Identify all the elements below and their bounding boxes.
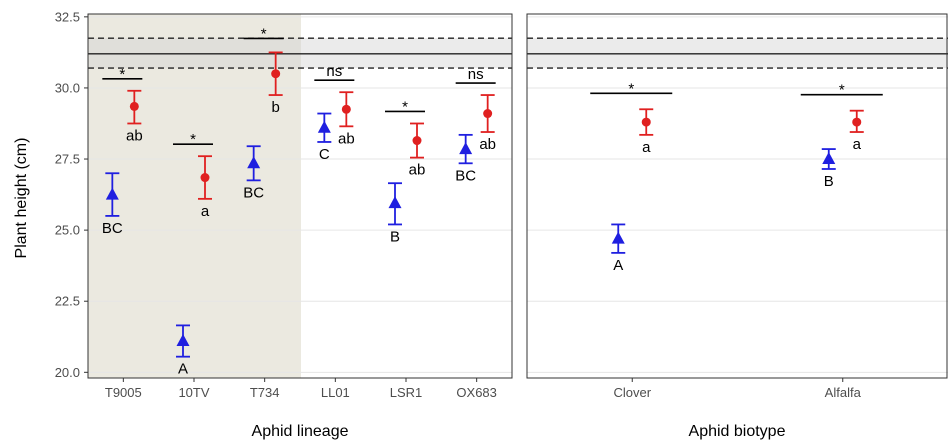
y-tick-label: 25.0	[55, 223, 80, 238]
series-triangle: AB	[611, 148, 836, 274]
data-point	[412, 136, 422, 146]
significance-label: *	[839, 82, 845, 99]
letter-label: ab	[126, 127, 143, 144]
letter-label: ab	[338, 130, 355, 147]
panel-background	[527, 16, 948, 373]
data-point	[822, 152, 836, 165]
control-band	[88, 38, 512, 69]
y-axis-title: Plant height (cm)	[13, 138, 30, 259]
data-point	[247, 156, 261, 169]
y-tick-label: 20.0	[55, 365, 80, 380]
x-tick-label: Alfalfa	[825, 385, 862, 400]
significance-label: *	[119, 66, 125, 83]
x-tick-label: OX683	[456, 385, 496, 400]
panel-border	[87, 13, 513, 379]
data-point	[459, 142, 473, 155]
x-tick-label: Clover	[613, 385, 651, 400]
y-tick-label: 27.5	[55, 152, 80, 167]
letter-label: C	[319, 146, 330, 163]
panel-background	[88, 14, 512, 378]
letter-label: a	[201, 203, 210, 220]
data-point	[105, 187, 119, 200]
x-axis-title-biotype: Aphid biotype	[689, 423, 786, 440]
data-point	[317, 120, 331, 133]
data-point	[200, 173, 210, 183]
shaded-region	[88, 14, 301, 378]
x-tick-label: LL01	[321, 385, 350, 400]
data-point	[483, 109, 493, 119]
y-axis: 20.0 22.5 25.0 27.5 30.0 32.5	[55, 9, 88, 380]
letter-label: BC	[243, 184, 264, 201]
significance-label: *	[402, 98, 408, 115]
x-tick-label: LSR1	[390, 385, 423, 400]
significance-label: ns	[326, 63, 342, 80]
data-point	[388, 196, 402, 209]
letter-label: A	[613, 257, 623, 274]
y-tick-label: 30.0	[55, 80, 80, 95]
data-point	[641, 117, 651, 127]
data-point	[271, 69, 281, 79]
letter-label: BC	[102, 220, 123, 237]
letter-label: A	[178, 361, 188, 378]
x-tick-label: 10TV	[178, 385, 209, 400]
significance-label: *	[261, 25, 267, 42]
y-tick-label: 32.5	[55, 9, 80, 24]
data-point	[176, 334, 190, 347]
significance-label: *	[190, 131, 196, 148]
letter-label: BC	[455, 167, 476, 184]
control-band	[527, 38, 948, 69]
panel-aphid-biotype: ABa a* *Clover Alfalfa	[526, 13, 948, 400]
series-triangle: BC A BC C B BC	[102, 112, 476, 378]
panel-border	[526, 13, 948, 379]
data-point	[852, 117, 862, 127]
letter-label: ab	[409, 162, 426, 179]
data-point	[129, 101, 139, 111]
x-tick-label: T9005	[105, 385, 142, 400]
significance-label: ns	[468, 66, 484, 83]
data-point	[611, 231, 625, 244]
letter-label: a	[853, 136, 862, 153]
y-tick-label: 22.5	[55, 294, 80, 309]
letter-label: B	[824, 173, 834, 190]
letter-label: b	[271, 99, 279, 116]
x-axis-title-lineage: Aphid lineage	[252, 423, 349, 440]
significance-label: *	[628, 80, 634, 97]
letter-label: B	[390, 228, 400, 245]
data-point	[341, 104, 351, 114]
letter-label: a	[642, 139, 651, 156]
x-tick-label: T734	[250, 385, 280, 400]
letter-label: ab	[479, 136, 496, 153]
